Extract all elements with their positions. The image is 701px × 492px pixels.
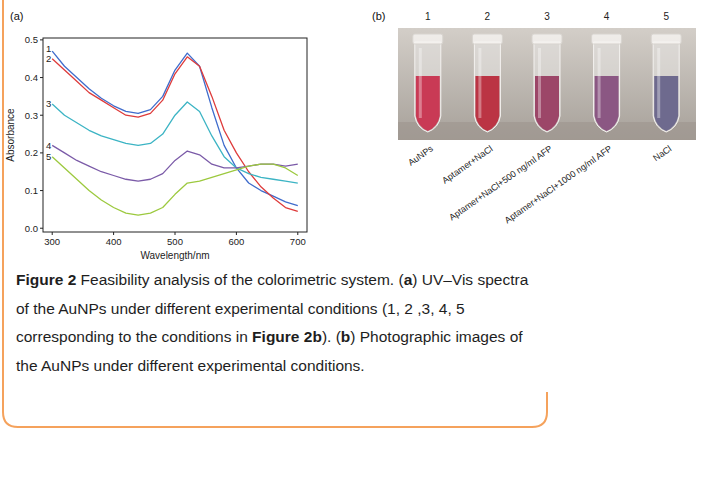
caption: Figure 2 Feasibility analysis of the col… [16,266,538,380]
tube-cap [532,34,562,44]
tube-number: 2 [485,11,491,22]
tube-cap [472,34,502,44]
spectrum-line [52,145,298,181]
caption-bold: a [404,271,413,288]
tube-label: Aptamer+NaCl [440,143,494,185]
tube-label: NaCl [651,143,673,163]
tube [415,42,441,132]
y-tick [40,115,43,116]
caption-text: ). ( [322,328,341,345]
tube-highlight [478,48,481,118]
caption-bold: b [341,328,350,345]
tube [594,42,620,132]
y-tick [40,228,43,229]
caption-text: Feasibility analysis of the colorimetric… [76,271,403,288]
tube-number: 3 [544,11,550,22]
tube-number: 5 [663,11,669,22]
photo-background [398,28,696,140]
tube-highlight [657,48,660,118]
caption-bold: Figure 2b [252,328,322,345]
x-tick-label: 500 [167,236,183,247]
series-label: 5 [46,151,51,162]
x-tick-label: 600 [228,236,244,247]
tube-highlight [598,48,601,118]
tube [653,42,679,132]
x-axis-title: Wavelength/nm [140,250,209,261]
y-tick [40,39,43,40]
y-tick [40,152,43,153]
tube-label: AuNPs [406,143,435,168]
y-axis-title: Absorbance [5,108,16,162]
y-tick [40,77,43,78]
series-label: 4 [46,140,51,151]
x-tick-label: 300 [44,236,60,247]
x-tick [297,232,298,235]
tube-cap [592,34,622,44]
tube [474,42,500,132]
spectrum-line [52,157,298,215]
x-tick [175,232,176,235]
y-tick-label: 0.4 [25,72,38,83]
series-label: 3 [46,98,51,109]
caption-bold: Figure 2 [16,271,76,288]
tube [534,42,560,132]
tube-cap [651,34,681,44]
x-tick [113,232,114,235]
y-tick-label: 0.5 [25,34,38,45]
plot-frame [43,38,307,232]
tube-highlight [419,48,422,118]
x-tick-label: 400 [106,236,122,247]
panel-label: (a) [10,10,23,22]
y-tick-label: 0.1 [25,185,38,196]
x-tick [52,232,53,235]
series-label: 2 [46,53,51,64]
tube-highlight [538,48,541,118]
tube-label: Aptamer+NaCl+500 ng/ml AFP [447,143,554,222]
y-tick [40,190,43,191]
spectrum-line [52,57,298,211]
spectrum-line [52,102,298,183]
tube-label: Aptamer+NaCl+1000 ng/ml AFP [503,143,614,225]
y-tick-label: 0.3 [25,110,38,121]
y-tick-label: 0.0 [25,223,38,234]
tube-cap [413,34,443,44]
panel-label: (b) [372,10,385,22]
plot-lines [52,51,298,215]
tube-number: 4 [604,11,610,22]
x-tick [236,232,237,235]
x-tick-label: 700 [290,236,306,247]
tube-number: 1 [425,11,431,22]
y-tick-label: 0.2 [25,147,38,158]
